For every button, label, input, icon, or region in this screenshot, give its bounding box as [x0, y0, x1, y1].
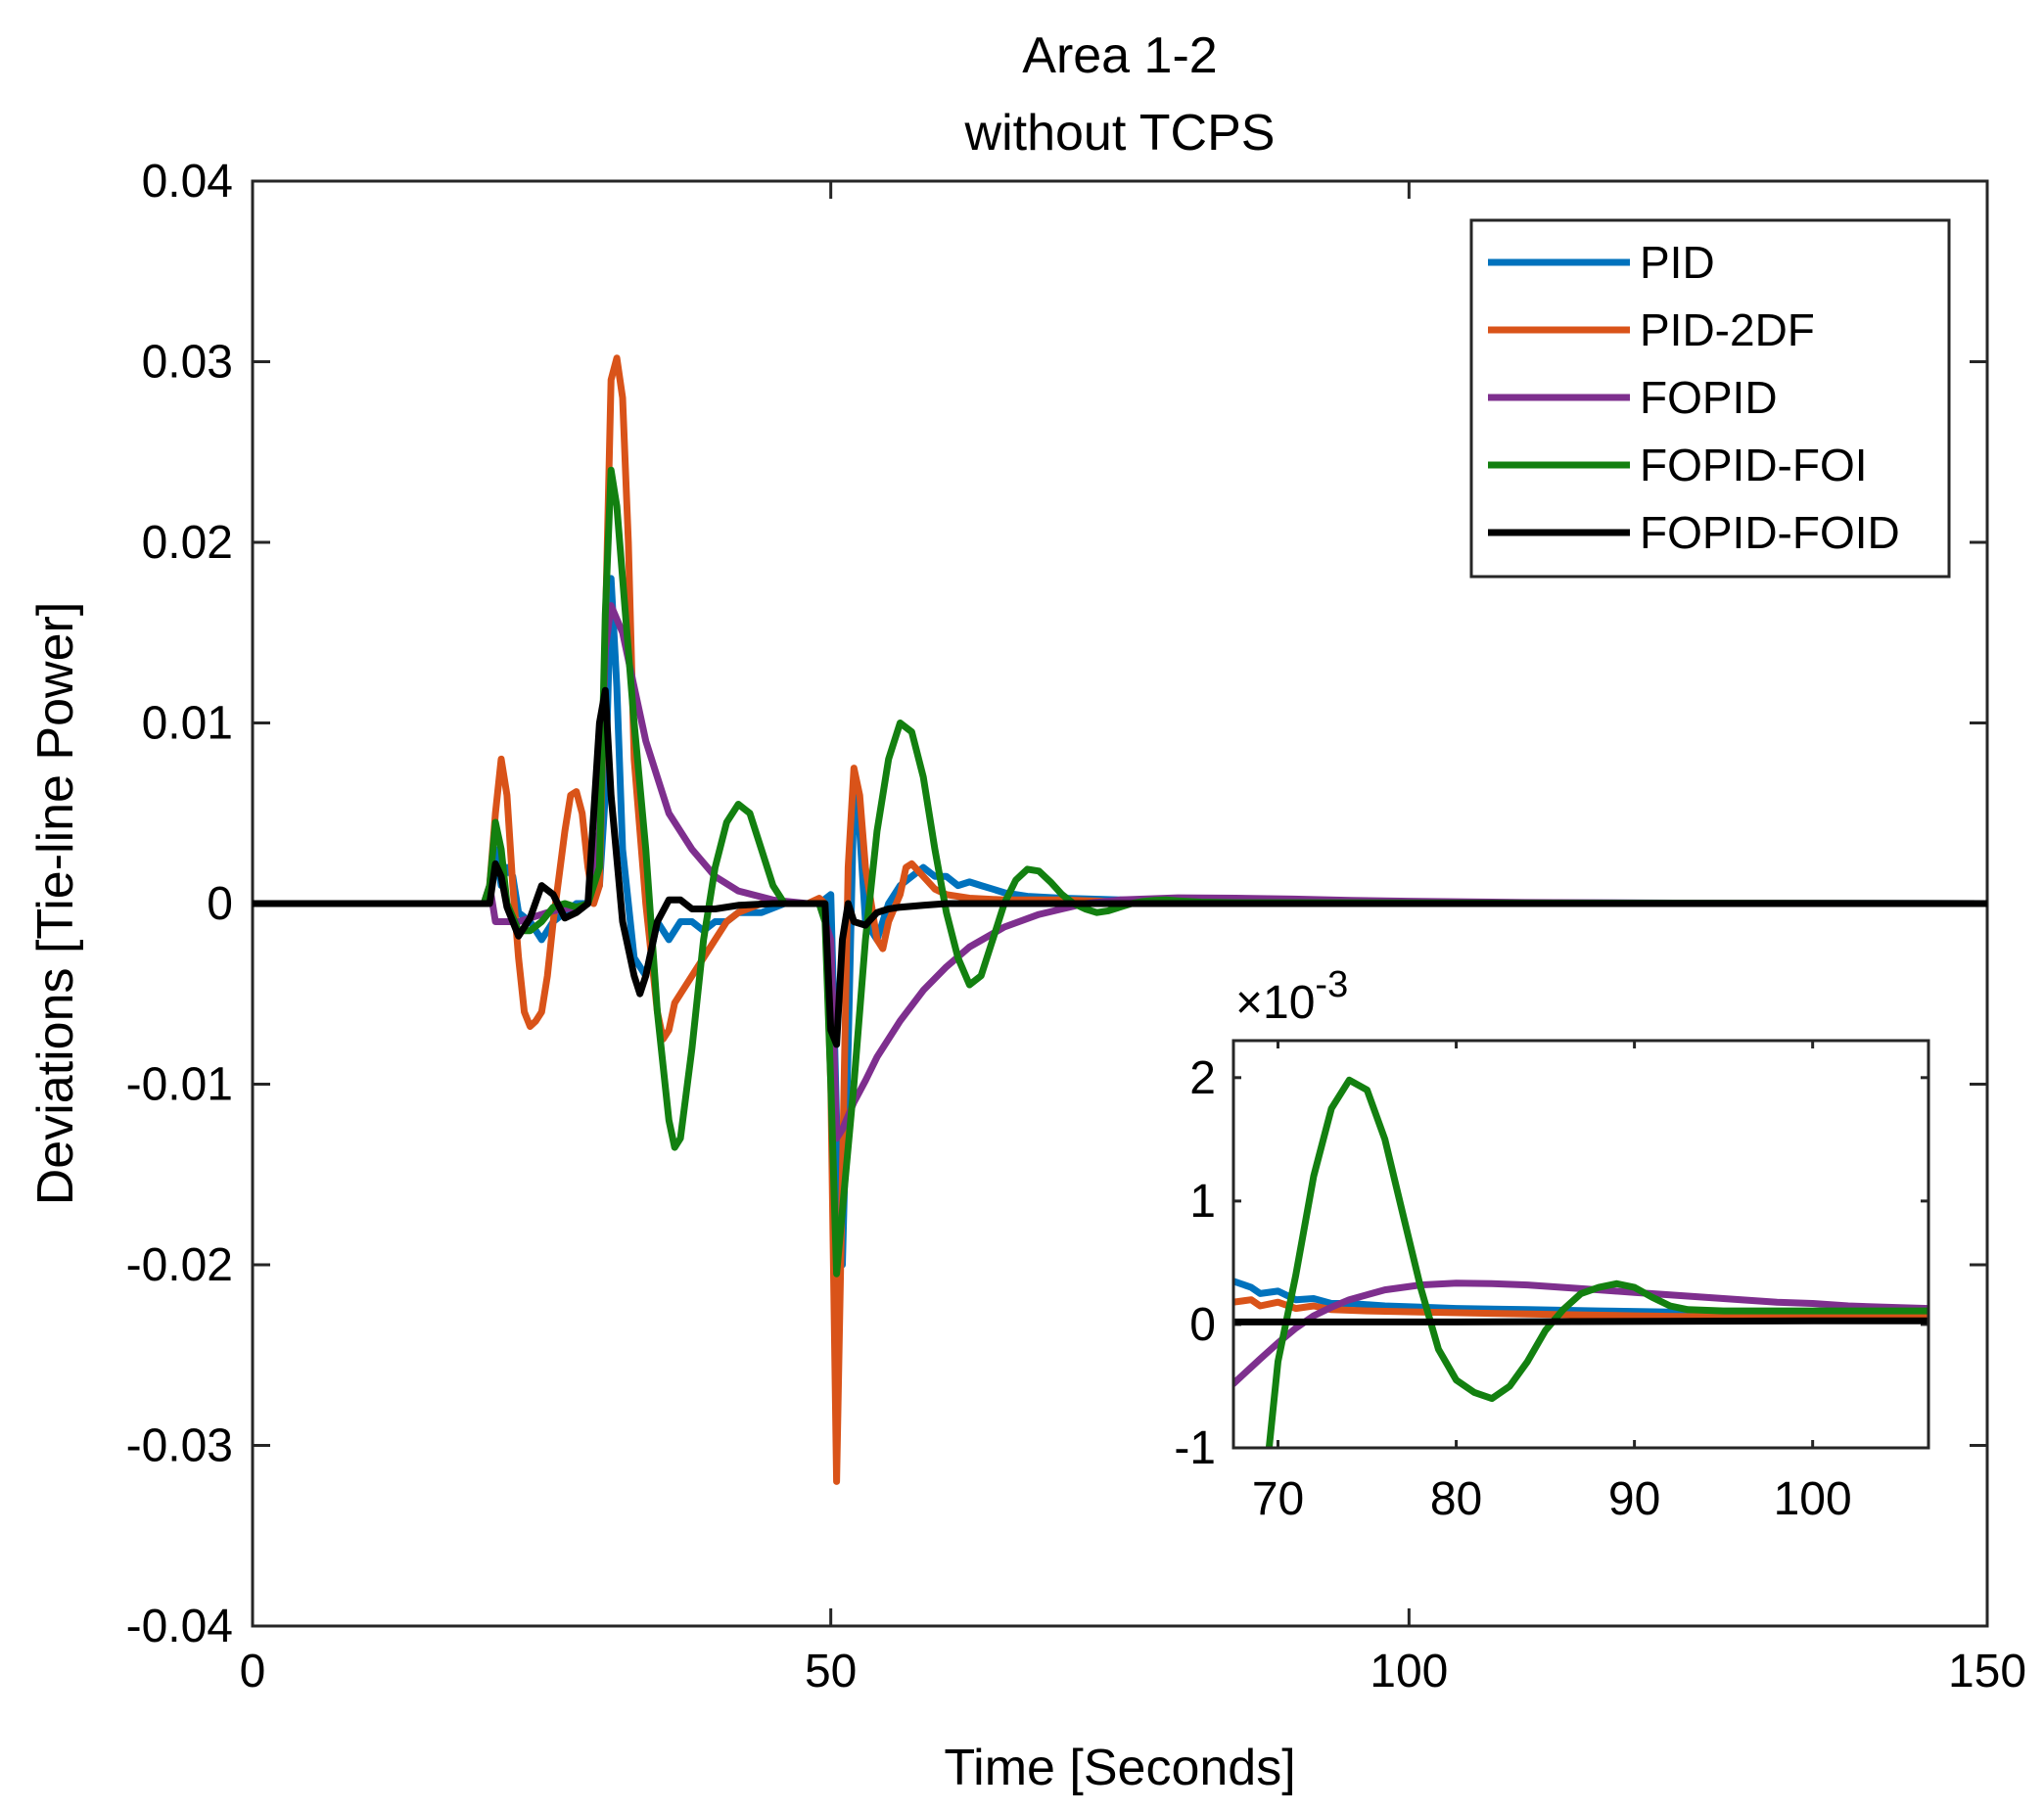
inset-y-tick-label: -1 [1174, 1422, 1216, 1474]
main-y-tick-label: -0.03 [126, 1420, 233, 1472]
main-x-tick-label: 50 [805, 1646, 857, 1697]
main-y-tick-label: 0.03 [142, 337, 233, 389]
inset-series-pid-2df [1233, 1296, 1928, 1321]
main-axis-ticks: 0 50 100 150 -0.04 -0.03 -0.02 -0.01 0 0.01 0.02 0.… [126, 156, 2026, 1697]
inset-x-tick-label: 100 [1774, 1473, 1852, 1525]
inset-series-clip [1233, 1076, 1928, 1448]
main-y-tick-label: 0.04 [142, 156, 233, 208]
chart-title-line-2: without TCPS [964, 105, 1276, 162]
main-y-tick-label: 0 [207, 878, 233, 930]
main-series-clip [253, 354, 1987, 1485]
legend-entries: PID PID-2DF FOPID FOPID-FOI FOPID-FOID [1488, 237, 1900, 558]
main-y-tick-label: -0.04 [126, 1601, 233, 1652]
legend: PID PID-2DF FOPID FOPID-FOI FOPID-FOID [1469, 218, 1951, 579]
inset-exponent-power: -3 [1315, 964, 1348, 1005]
legend-label-fopid: FOPID [1640, 372, 1778, 423]
main-axes: 0 50 100 150 -0.04 -0.03 -0.02 -0.01 0 0.01 0.02 0.… [126, 156, 2026, 1697]
inset-series-fopid-foi [1265, 1076, 1928, 1448]
inset-y-tick-label: 1 [1189, 1176, 1216, 1228]
main-y-tick-label: 0.01 [142, 698, 233, 750]
inset-exponent-label: ×10-3 [1235, 964, 1348, 1029]
inset-plot-frame [1231, 1039, 1930, 1450]
inset-y-tick-label: 2 [1189, 1052, 1216, 1104]
inset-x-tick-label: 70 [1252, 1473, 1304, 1525]
legend-label-fopid-foi: FOPID-FOI [1640, 440, 1868, 490]
legend-label-fopid-foid: FOPID-FOID [1640, 507, 1900, 558]
main-series-pid-2df [253, 354, 1987, 1485]
main-y-tick-label: -0.01 [126, 1059, 233, 1111]
inset-x-tick-label: 90 [1608, 1473, 1660, 1525]
inset-axis-ticks: 70 80 90 100 -1 0 1 2 [1174, 1041, 1928, 1525]
inset-axes: 70 80 90 100 -1 0 1 2 ×10-3 [1174, 964, 1930, 1525]
inset-y-tick-label: 0 [1189, 1299, 1216, 1351]
legend-label-pid: PID [1640, 237, 1715, 288]
inset-series-fopid-foid [1233, 1317, 1928, 1325]
inset-background [1233, 1041, 1928, 1448]
main-series-fopid-foid [253, 686, 1987, 1048]
chart-title-line-1: Area 1-2 [1022, 27, 1217, 84]
inset-x-tick-label: 80 [1430, 1473, 1482, 1525]
inset-series-group [1233, 1076, 1928, 1448]
y-axis-label: Deviations [Tie-line Power] [27, 602, 84, 1206]
main-x-tick-label: 0 [240, 1646, 266, 1697]
x-axis-label: Time [Seconds] [944, 1740, 1295, 1796]
legend-label-pid-2df: PID-2DF [1640, 304, 1815, 355]
main-x-tick-label: 100 [1370, 1646, 1448, 1697]
main-y-tick-label: -0.02 [126, 1239, 233, 1291]
main-x-tick-label: 150 [1948, 1646, 2026, 1697]
inset-exponent-base: ×10 [1235, 977, 1315, 1029]
main-y-tick-label: 0.02 [142, 517, 233, 569]
main-series-group [253, 354, 1987, 1485]
